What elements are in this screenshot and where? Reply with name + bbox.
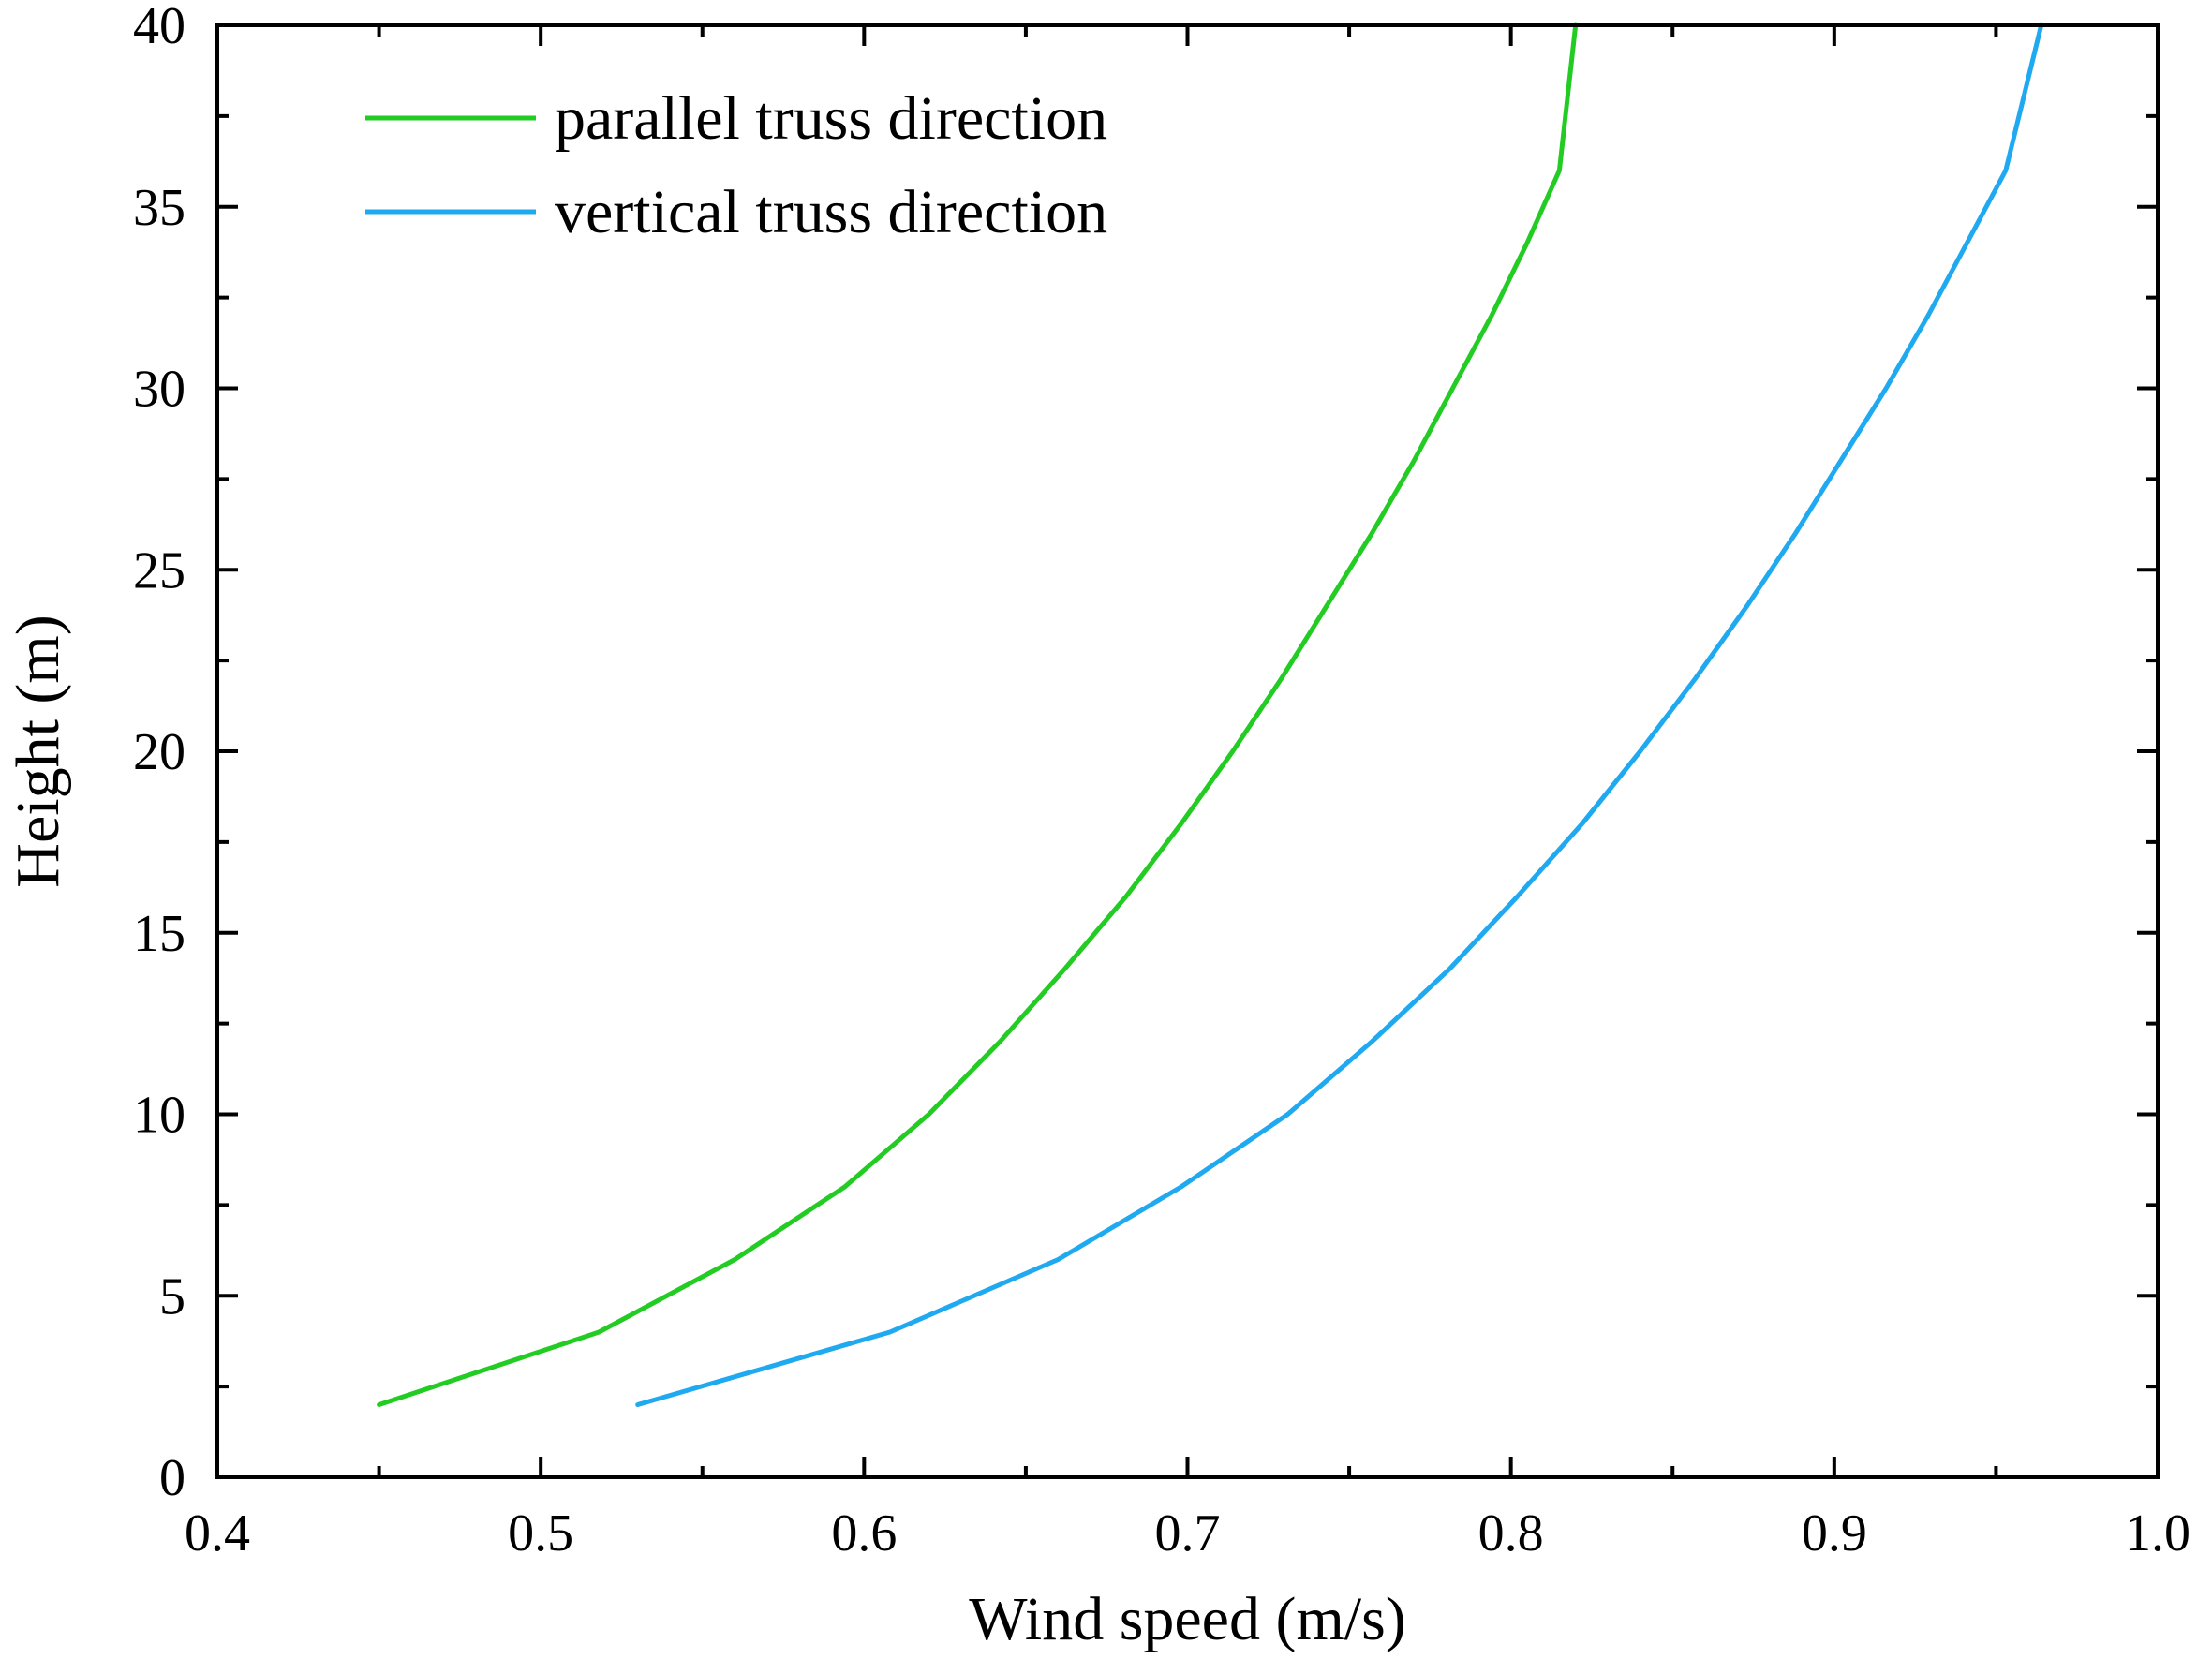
x-axis: 0.4 0.5 0.6 0.7 0.8 0.9 1.0	[185, 25, 2190, 1563]
x-tick-label: 0.7	[1155, 1504, 1221, 1563]
plot-frame	[215, 23, 2160, 1479]
y-tick-label: 20	[133, 723, 186, 781]
series-line-parallel	[377, 22, 1579, 1407]
x-tick-label: 0.8	[1478, 1504, 1544, 1563]
x-tick-label: 0.6	[831, 1504, 897, 1563]
y-axis-title: Height (m)	[4, 615, 72, 887]
x-tick-label: 1.0	[2125, 1504, 2190, 1563]
y-axis: 0 5 10 15 20 25 30 35 40	[133, 0, 2158, 1507]
x-axis-title: Wind speed (m/s)	[969, 1585, 1406, 1653]
x-tick-label: 0.9	[1802, 1504, 1867, 1563]
y-tick-label: 15	[133, 905, 186, 963]
y-tick-label: 10	[133, 1087, 186, 1145]
y-tick-label: 35	[133, 179, 186, 237]
legend: parallel truss direction vertical truss d…	[365, 84, 1107, 246]
legend-label: parallel truss direction	[555, 84, 1107, 153]
y-tick-label: 30	[133, 361, 186, 419]
x-tick-label: 0.4	[185, 1504, 250, 1563]
series-line-vertical	[635, 22, 2044, 1407]
y-tick-label: 0	[159, 1449, 186, 1507]
legend-label: vertical truss direction	[555, 178, 1107, 246]
series-group	[377, 22, 2044, 1407]
y-tick-label: 5	[159, 1267, 186, 1326]
x-tick-label: 0.5	[508, 1504, 573, 1563]
y-tick-label: 40	[133, 0, 186, 55]
y-tick-label: 25	[133, 541, 186, 600]
